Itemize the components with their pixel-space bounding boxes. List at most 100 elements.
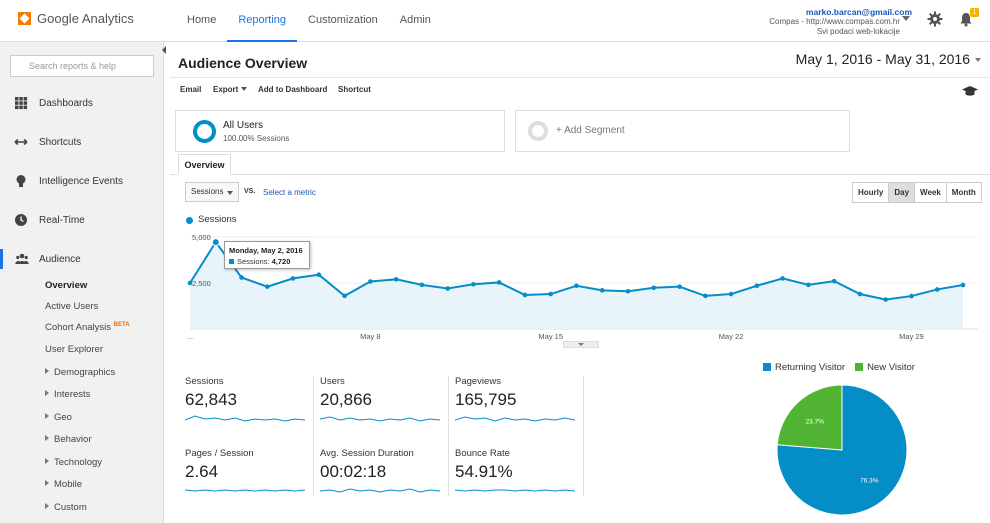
- select-metric-link[interactable]: Select a metric: [263, 188, 316, 197]
- graduation-cap-icon[interactable]: [962, 86, 978, 96]
- people-icon: [15, 253, 29, 264]
- data-point: [211, 238, 220, 247]
- sparkline: [320, 488, 440, 493]
- triangle-right-icon: [45, 368, 49, 374]
- interests-link[interactable]: Interests: [45, 389, 90, 400]
- pie-slice-new-visitor[interactable]: [776, 384, 843, 451]
- stat-value: 00:02:18: [320, 462, 387, 481]
- data-point: [651, 285, 657, 291]
- nav-customization[interactable]: Customization: [308, 14, 378, 26]
- stat-avg-session-duration[interactable]: Avg. Session Duration 00:02:18: [320, 448, 450, 496]
- chevron-down-icon[interactable]: [975, 58, 981, 62]
- mobile-link[interactable]: Mobile: [45, 479, 82, 490]
- chart-tooltip: Monday, May 2, 2016 Sessions: 4,720: [224, 241, 310, 269]
- nav-home[interactable]: Home: [187, 14, 217, 26]
- add-segment-button[interactable]: + Add Segment: [515, 110, 850, 152]
- logo-text: Google Analytics: [37, 11, 134, 26]
- export-button[interactable]: Export: [213, 85, 248, 94]
- geo-label: Geo: [54, 412, 72, 423]
- data-point: [522, 292, 528, 298]
- data-point: [909, 293, 914, 299]
- stat-label: Pageviews: [455, 376, 501, 387]
- stat-pageviews[interactable]: Pageviews 165,795: [455, 376, 585, 424]
- email-button[interactable]: Email: [180, 85, 202, 94]
- triangle-right-icon: [45, 413, 49, 419]
- triangle-right-icon: [45, 503, 49, 509]
- mobile-label: Mobile: [54, 479, 82, 490]
- behavior-label: Behavior: [54, 434, 92, 445]
- search-input[interactable]: Search reports & help: [10, 55, 154, 77]
- legend-swatch: [763, 363, 771, 371]
- y-tick-label: 2,500: [192, 279, 211, 288]
- stat-bounce-rate[interactable]: Bounce Rate 54.91%: [455, 448, 585, 496]
- data-point: [599, 288, 605, 293]
- data-point: [265, 284, 270, 289]
- triangle-right-icon: [45, 390, 49, 396]
- date-range-picker[interactable]: May 1, 2016 - May 31, 2016: [795, 51, 970, 67]
- collapse-sidebar-icon[interactable]: [162, 46, 166, 54]
- sidebar-item-intelligence-events[interactable]: Intelligence Events: [0, 171, 164, 191]
- data-point: [857, 291, 863, 297]
- top-nav: Home Reporting Customization Admin: [176, 0, 442, 42]
- active-users-link[interactable]: Active Users: [45, 301, 99, 312]
- nav-admin[interactable]: Admin: [399, 14, 431, 26]
- legend-returning-visitor[interactable]: Returning Visitor: [763, 362, 845, 373]
- cohort-analysis-link[interactable]: Cohort Analysis BETA: [45, 322, 130, 333]
- sessions-area: [190, 242, 963, 329]
- week-button[interactable]: Week: [914, 182, 947, 203]
- analytics-logo-icon: [18, 12, 31, 25]
- hourly-button[interactable]: Hourly: [852, 182, 890, 203]
- sidebar-item-audience[interactable]: Audience: [0, 249, 164, 269]
- day-button[interactable]: Day: [888, 182, 916, 203]
- google-analytics-logo[interactable]: Google Analytics: [18, 11, 134, 26]
- demographics-link[interactable]: Demographics: [45, 367, 115, 378]
- visitor-pie-chart[interactable]: 76.3% 23.7%: [776, 384, 908, 516]
- stat-value: 165,795: [455, 390, 517, 409]
- tooltip-value: 4,720: [271, 257, 291, 266]
- add-to-dashboard-button[interactable]: Add to Dashboard: [258, 85, 328, 94]
- sidebar-item-real-time[interactable]: Real-Time: [0, 210, 164, 230]
- tab-overview[interactable]: Overview: [178, 154, 231, 175]
- shortcut-button[interactable]: Shortcut: [338, 85, 371, 94]
- custom-link[interactable]: Custom: [45, 502, 87, 513]
- nav-reporting[interactable]: Reporting: [227, 0, 298, 42]
- data-point: [290, 276, 296, 281]
- sidebar-item-dashboards[interactable]: Dashboards: [0, 93, 164, 113]
- stat-users[interactable]: Users 20,866: [320, 376, 450, 424]
- segment-subtitle: 100.00% Sessions: [223, 134, 290, 143]
- tooltip-date: Monday, May 2, 2016: [229, 246, 303, 255]
- month-button[interactable]: Month: [945, 182, 982, 203]
- legend-new-visitor[interactable]: New Visitor: [855, 362, 915, 373]
- gear-icon[interactable]: [927, 11, 943, 27]
- metric-dropdown[interactable]: Sessions: [185, 182, 239, 202]
- chart-resize-handle[interactable]: [563, 341, 599, 348]
- sidebar-item-label: Real-Time: [39, 214, 85, 226]
- chevron-down-icon[interactable]: [902, 16, 910, 21]
- legend-swatch: [855, 363, 864, 371]
- sidebar-item-shortcuts[interactable]: Shortcuts: [0, 132, 164, 152]
- data-point: [883, 297, 888, 302]
- behavior-link[interactable]: Behavior: [45, 434, 92, 445]
- stat-pages-per-session[interactable]: Pages / Session 2.64: [185, 448, 315, 496]
- notification-badge: 1: [970, 8, 979, 17]
- cohort-analysis-label: Cohort Analysis: [45, 322, 112, 333]
- sessions-line-chart[interactable]: 2,500 5,000... May 8 May 15 May 22 May 29: [170, 222, 990, 347]
- pie-slice-returning-visitor[interactable]: [776, 384, 908, 516]
- segment-all-users[interactable]: All Users 100.00% Sessions: [175, 110, 505, 152]
- account-selector[interactable]: marko.barcan@gmail.com Compas - http://w…: [769, 7, 912, 37]
- triangle-right-icon: [45, 435, 49, 441]
- stat-value: 54.91%: [455, 462, 513, 481]
- tab-divider: [170, 174, 990, 175]
- audience-overview-link[interactable]: Overview: [45, 280, 88, 291]
- geo-link[interactable]: Geo: [45, 412, 72, 423]
- sidebar-item-label: Audience: [39, 253, 81, 265]
- data-point: [960, 282, 966, 288]
- bell-icon[interactable]: [958, 11, 974, 27]
- arrows-icon: [14, 138, 28, 146]
- x-tick-label: May 8: [360, 332, 380, 341]
- stat-label: Pages / Session: [185, 448, 254, 459]
- account-view: Svi podaci web-lokacije: [816, 27, 900, 36]
- stat-sessions[interactable]: Sessions 62,843: [185, 376, 315, 424]
- technology-link[interactable]: Technology: [45, 457, 102, 468]
- user-explorer-link[interactable]: User Explorer: [45, 344, 104, 355]
